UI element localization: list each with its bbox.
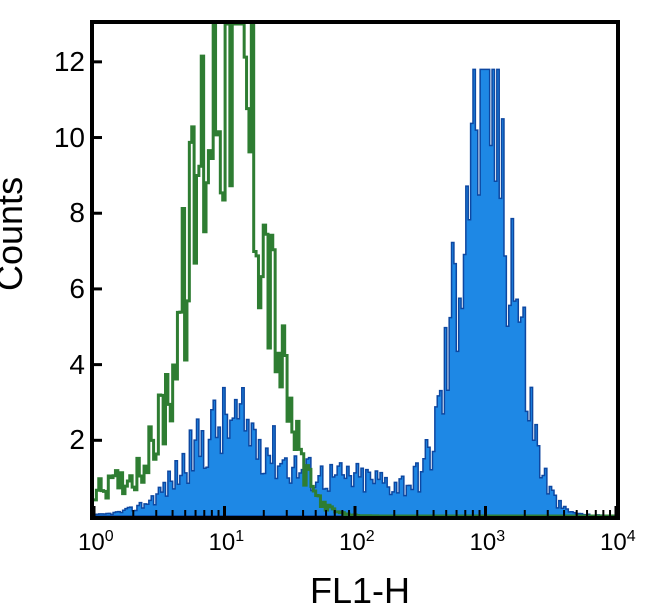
x-tick: 100 — [78, 528, 114, 557]
y-tick: 8 — [69, 197, 85, 229]
x-tick: 103 — [470, 528, 506, 557]
x-tick: 101 — [209, 528, 245, 557]
y-axis-label: Counts — [0, 177, 31, 291]
y-tick-marks — [94, 62, 102, 440]
y-tick: 2 — [69, 424, 85, 456]
x-tick: 102 — [339, 528, 375, 557]
y-tick: 4 — [69, 349, 85, 381]
x-tick: 104 — [600, 528, 636, 557]
blue-filled-series — [94, 69, 616, 516]
y-tick: 10 — [54, 122, 85, 154]
y-tick: 6 — [69, 273, 85, 305]
flow-cytometry-histogram — [94, 24, 616, 516]
y-tick: 12 — [54, 46, 85, 78]
x-axis-label: FL1-H — [310, 570, 410, 612]
